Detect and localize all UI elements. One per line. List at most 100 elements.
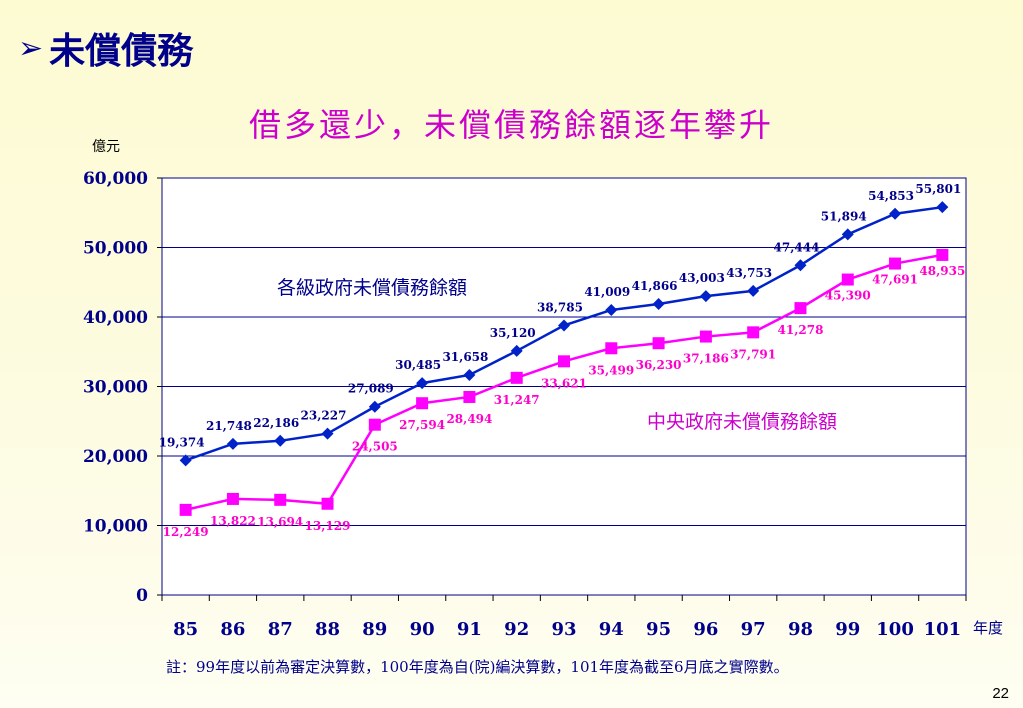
data-point-all-gov	[699, 290, 712, 303]
data-label-central-gov: 27,594	[399, 418, 445, 432]
y-tick-label: 50,000	[83, 239, 148, 259]
y-tick-label: 60,000	[83, 169, 148, 189]
slide-heading: ➢ 未償債務	[18, 22, 193, 74]
data-point-all-gov	[463, 368, 476, 381]
data-label-all-gov: 19,374	[159, 435, 205, 449]
data-point-all-gov	[558, 319, 570, 332]
data-label-central-gov: 37,791	[730, 347, 776, 361]
data-point-all-gov	[605, 303, 618, 316]
x-tick-label: 99	[835, 619, 860, 640]
series-name-all-gov: 各級政府未償債務餘額	[277, 277, 467, 299]
data-point-all-gov	[936, 201, 949, 214]
arrow-bullet-icon: ➢	[18, 30, 44, 66]
data-point-central-gov	[605, 342, 618, 355]
data-label-all-gov: 30,485	[395, 358, 441, 372]
x-tick-label: 92	[504, 619, 529, 640]
x-tick-label: 87	[268, 619, 293, 640]
data-point-all-gov	[416, 377, 429, 390]
data-label-all-gov: 21,748	[206, 419, 252, 433]
data-label-central-gov: 13,129	[305, 519, 351, 533]
data-point-central-gov	[416, 397, 429, 410]
data-point-central-gov	[652, 337, 665, 350]
y-tick-label: 0	[136, 586, 148, 606]
data-point-central-gov	[889, 257, 902, 270]
data-label-central-gov: 13,694	[257, 515, 303, 529]
data-point-central-gov	[510, 371, 523, 384]
x-tick-label: 100	[876, 619, 914, 640]
data-label-central-gov: 12,249	[163, 525, 209, 539]
footnote: 註：99年度以前為審定決算數，100年度為自(院)編決算數，101年度為截至6月…	[166, 658, 789, 676]
y-tick-label: 40,000	[83, 308, 148, 328]
data-point-all-gov	[841, 228, 854, 241]
data-point-all-gov	[274, 434, 287, 447]
y-axis-unit-label: 億元	[92, 139, 120, 155]
x-tick-label: 101	[924, 619, 962, 640]
x-tick-label: 91	[457, 619, 482, 640]
data-label-central-gov: 45,390	[825, 289, 871, 303]
y-tick-label: 20,000	[83, 447, 148, 467]
data-label-central-gov: 28,494	[446, 412, 492, 426]
data-label-all-gov: 41,009	[584, 285, 630, 299]
data-label-central-gov: 31,247	[494, 393, 540, 407]
data-point-central-gov	[368, 418, 381, 431]
data-label-all-gov: 41,866	[632, 279, 678, 293]
data-point-central-gov	[274, 493, 287, 506]
data-label-all-gov: 47,444	[774, 240, 820, 254]
x-tick-label: 85	[173, 619, 198, 640]
data-label-all-gov: 43,003	[679, 271, 725, 285]
data-label-all-gov: 27,089	[348, 382, 394, 396]
plot-frame	[161, 177, 967, 596]
data-label-central-gov: 41,278	[778, 323, 824, 337]
data-point-all-gov	[179, 454, 192, 467]
data-label-central-gov: 24,505	[352, 440, 398, 454]
data-label-central-gov: 35,499	[588, 363, 634, 377]
x-tick-label: 94	[599, 619, 624, 640]
data-label-central-gov: 47,691	[872, 273, 918, 287]
data-point-all-gov	[321, 427, 334, 440]
data-label-central-gov: 48,935	[919, 264, 965, 278]
chart-title: 借多還少，未償債務餘額逐年攀升	[248, 106, 774, 144]
data-point-central-gov	[226, 492, 239, 505]
data-label-central-gov: 36,230	[636, 358, 682, 372]
data-label-all-gov: 35,120	[490, 326, 536, 340]
data-label-all-gov: 38,785	[537, 300, 583, 314]
data-point-central-gov	[179, 503, 192, 516]
data-point-central-gov	[463, 390, 476, 403]
x-tick-label: 86	[220, 619, 245, 640]
x-tick-label: 90	[410, 619, 435, 640]
data-point-central-gov	[321, 497, 334, 510]
x-tick-label: 93	[551, 619, 576, 640]
data-label-central-gov: 37,186	[683, 352, 729, 366]
data-point-all-gov	[652, 298, 665, 311]
x-tick-label: 89	[362, 619, 387, 640]
data-point-all-gov	[226, 437, 239, 450]
heading-text: 未償債務	[49, 31, 194, 72]
data-label-central-gov: 33,621	[541, 376, 587, 390]
data-point-all-gov	[368, 400, 381, 413]
x-tick-label: 88	[315, 619, 340, 640]
data-label-all-gov: 51,894	[821, 209, 867, 223]
series-name-central-gov: 中央政府未償債務餘額	[647, 411, 837, 433]
data-point-all-gov	[889, 207, 902, 220]
page-number: 22	[992, 685, 1009, 702]
y-tick-label: 10,000	[83, 517, 148, 537]
data-label-all-gov: 31,658	[442, 350, 488, 364]
data-label-central-gov: 13,822	[210, 514, 256, 528]
data-label-all-gov: 22,186	[253, 416, 299, 430]
data-point-central-gov	[794, 302, 807, 315]
data-point-central-gov	[747, 326, 760, 339]
data-point-all-gov	[794, 259, 807, 272]
x-tick-label: 98	[788, 619, 813, 640]
x-tick-label: 97	[741, 619, 766, 640]
x-tick-label: 95	[646, 619, 671, 640]
data-label-all-gov: 55,801	[915, 182, 961, 196]
data-point-central-gov	[558, 355, 570, 368]
data-point-all-gov	[747, 284, 760, 297]
data-point-all-gov	[510, 344, 523, 357]
data-point-central-gov	[936, 248, 949, 261]
data-label-all-gov: 43,753	[726, 266, 772, 280]
data-point-central-gov	[699, 330, 712, 343]
data-label-all-gov: 54,853	[868, 189, 914, 203]
data-label-all-gov: 23,227	[301, 409, 347, 423]
